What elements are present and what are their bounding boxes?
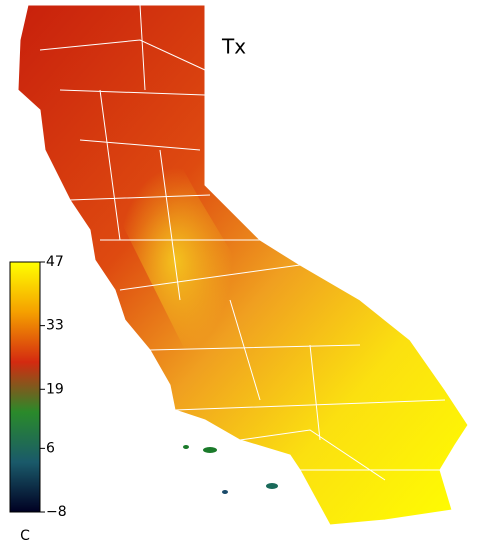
colorbar: 47 33 19 6 −8 — [9, 254, 67, 520]
colorbar-tick-label: 33 — [46, 318, 64, 334]
island — [266, 483, 278, 489]
california — [17, 4, 469, 526]
county-lines — [39, 4, 452, 481]
colorbar-tick-label: 19 — [46, 381, 64, 397]
colorbar-tick-label: −8 — [46, 504, 67, 520]
state-shape — [17, 4, 469, 526]
colorbar-unit: C — [20, 528, 30, 544]
map-title: Tx — [221, 35, 246, 59]
colorbar-ramp — [9, 261, 41, 513]
central-valley — [90, 90, 280, 400]
island — [222, 490, 228, 494]
colorbar-tick-label: 6 — [46, 440, 55, 456]
island — [183, 445, 189, 449]
colorbar-tick-label: 47 — [46, 254, 64, 270]
island — [203, 447, 217, 453]
